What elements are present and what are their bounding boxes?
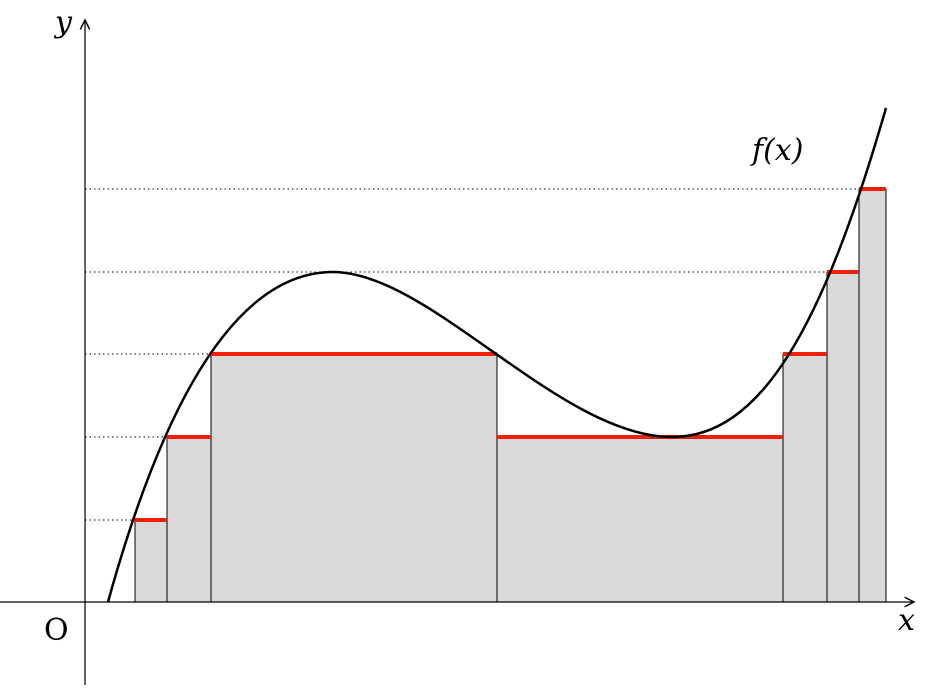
function-curve (106, 107, 888, 603)
level-lines (85, 188, 859, 521)
x-axis-label: x (898, 603, 915, 638)
function-label: f(x) (750, 133, 803, 168)
rectangle (210, 353, 498, 603)
rectangle (134, 519, 168, 603)
rectangle (826, 271, 860, 603)
level-tops (135, 187, 886, 522)
origin-label: O (44, 613, 69, 648)
rectangle (496, 436, 784, 603)
y-axis-label: y (53, 5, 73, 40)
rectangles (134, 188, 887, 603)
rectangle (166, 436, 212, 603)
rectangle (858, 188, 887, 603)
rectangle (782, 353, 828, 603)
